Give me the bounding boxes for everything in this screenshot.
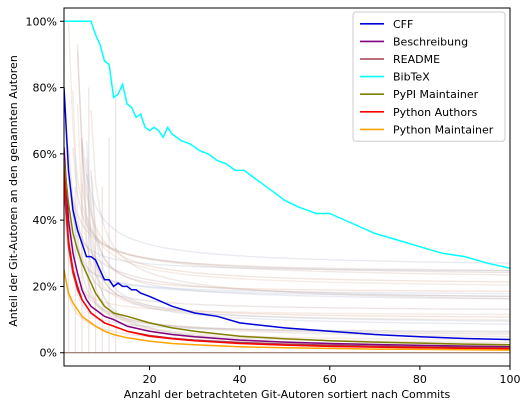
background-curve xyxy=(72,265,510,332)
background-curve xyxy=(64,111,510,276)
x-tick-label: 60 xyxy=(323,373,337,386)
background-curve xyxy=(67,146,510,298)
legend-label: Python Maintainer xyxy=(393,123,494,136)
legend-label: PyPI Maintainer xyxy=(393,88,479,101)
axes xyxy=(63,7,511,367)
background-curve xyxy=(81,139,510,325)
background-curve xyxy=(76,104,510,321)
background-curve xyxy=(85,140,510,300)
background-curve xyxy=(90,175,510,322)
y-tick-label: 80% xyxy=(33,82,57,95)
series-line-bibtex xyxy=(64,20,510,269)
y-ticks: 0% 20% 40% 60% 80% 100% xyxy=(26,15,64,360)
background-curve xyxy=(90,170,510,292)
background-curve xyxy=(72,212,510,295)
x-tick-label: 20 xyxy=(143,373,157,386)
background-curve xyxy=(64,176,510,297)
y-tick-label: 100% xyxy=(26,15,57,28)
plot-frame xyxy=(63,7,511,367)
legend-label: Python Authors xyxy=(393,106,478,119)
series-line-beschreibung xyxy=(64,147,510,348)
background-curve xyxy=(67,198,510,338)
x-ticks: 20 40 60 80 100 xyxy=(143,366,521,386)
background-curve xyxy=(67,178,510,272)
x-tick-label: 100 xyxy=(500,373,521,386)
background-curve xyxy=(76,51,510,264)
legend-label: README xyxy=(393,53,440,66)
background-curve xyxy=(90,110,510,300)
legend-label: Beschreibung xyxy=(393,35,468,48)
legend-label: BibTeX xyxy=(393,71,430,84)
background-curve xyxy=(64,210,510,316)
y-tick-label: 20% xyxy=(33,280,57,293)
y-axis-label: Anteil der Git-Autoren an den genannten … xyxy=(7,55,20,327)
background-curve xyxy=(81,236,510,311)
background-curve xyxy=(76,44,510,283)
x-axis-label: Anzahl der betrachteten Git-Autoren sort… xyxy=(124,388,451,401)
series-lines xyxy=(64,20,510,351)
background-lines xyxy=(64,21,510,353)
series-line-cff xyxy=(64,87,510,341)
legend: CFF Beschreibung README BibTeX PyPI Maintain… xyxy=(352,11,506,142)
series-line-pypi-maintainer xyxy=(64,160,510,346)
background-curve xyxy=(72,147,510,274)
background-curve xyxy=(85,157,510,318)
background-curve xyxy=(67,21,510,286)
y-tick-label: 60% xyxy=(33,148,57,161)
legend-box xyxy=(352,11,506,142)
x-tick-label: 80 xyxy=(413,373,427,386)
background-curve xyxy=(81,183,510,272)
y-tick-label: 0% xyxy=(40,347,57,360)
series-line-python-maintainer xyxy=(64,269,510,351)
legend-label: CFF xyxy=(393,18,413,31)
y-tick-label: 40% xyxy=(33,214,57,227)
series-line-python-authors xyxy=(64,170,510,350)
background-curve xyxy=(90,196,510,341)
x-tick-label: 40 xyxy=(233,373,247,386)
